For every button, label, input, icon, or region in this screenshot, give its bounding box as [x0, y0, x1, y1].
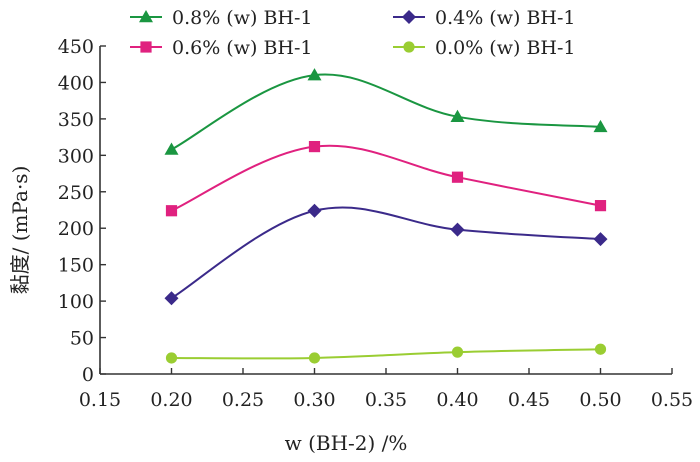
y-tick-label: 450: [58, 36, 94, 58]
x-tick-label: 0.55: [651, 389, 693, 411]
data-point: [307, 203, 322, 218]
legend-item: 0.4% (w) BH-1: [393, 7, 575, 29]
data-point: [307, 68, 322, 81]
y-tick-label: 300: [58, 145, 94, 167]
axes: 0 50 100 150 200 250 300 350 400 450 0.15 0.20 0.25 0…: [58, 36, 693, 411]
data-point: [594, 343, 607, 355]
x-tick-label: 0.50: [579, 389, 621, 411]
data-point: [451, 346, 464, 358]
data-point: [593, 119, 608, 133]
data-point: [165, 352, 178, 364]
legend-item: 0.0% (w) BH-1: [393, 37, 575, 59]
series-1: [164, 203, 608, 306]
y-tick-label: 50: [70, 328, 94, 350]
series-line: [171, 73, 601, 151]
x-tick-label: 0.15: [79, 389, 121, 411]
series-line: [171, 348, 601, 360]
x-axis-title: w (BH-2) /%: [285, 431, 408, 455]
data-point: [164, 142, 179, 155]
series-3: [165, 343, 607, 364]
data-point: [593, 232, 608, 247]
data-point: [451, 171, 464, 183]
legend-item: 0.8% (w) BH-1: [130, 7, 312, 29]
y-tick-label: 100: [58, 291, 94, 313]
series-layer: [164, 68, 608, 364]
y-tick-label: 200: [58, 218, 94, 240]
legend-marker: [402, 10, 416, 24]
legend: 0.8% (w) BH-1 0.4% (w) BH-1 0.6% (w) BH-1 0…: [130, 7, 575, 59]
data-point: [308, 140, 321, 153]
legend-marker: [140, 41, 152, 53]
data-point: [164, 291, 179, 306]
legend-label: 0.0% (w) BH-1: [435, 37, 575, 59]
data-point: [165, 205, 178, 217]
legend-label: 0.8% (w) BH-1: [172, 7, 312, 29]
data-point: [308, 352, 321, 364]
series-2: [165, 140, 607, 217]
data-point: [450, 222, 465, 237]
y-tick-label: 250: [58, 182, 94, 204]
x-tick-label: 0.45: [508, 389, 550, 411]
y-axis-title: 黏度/ (mPa·s): [8, 166, 32, 295]
x-tick-label: 0.25: [222, 389, 264, 411]
y-tick-label: 400: [58, 72, 94, 94]
series-line: [170, 206, 601, 300]
series-line: [171, 144, 601, 212]
data-point: [594, 200, 607, 212]
series-0: [164, 68, 608, 155]
x-tick-label: 0.40: [436, 389, 478, 411]
y-tick-label: 350: [58, 109, 94, 131]
legend-item: 0.6% (w) BH-1: [130, 37, 312, 59]
legend-marker: [403, 41, 415, 53]
x-tick-label: 0.35: [365, 389, 407, 411]
legend-label: 0.4% (w) BH-1: [435, 7, 575, 29]
data-point: [450, 109, 465, 122]
x-tick-label: 0.30: [293, 389, 335, 411]
y-tick-label: 150: [58, 255, 94, 277]
legend-marker: [139, 10, 153, 23]
y-tick-label: 0: [82, 364, 94, 386]
legend-label: 0.6% (w) BH-1: [172, 37, 312, 59]
x-tick-label: 0.20: [150, 389, 192, 411]
